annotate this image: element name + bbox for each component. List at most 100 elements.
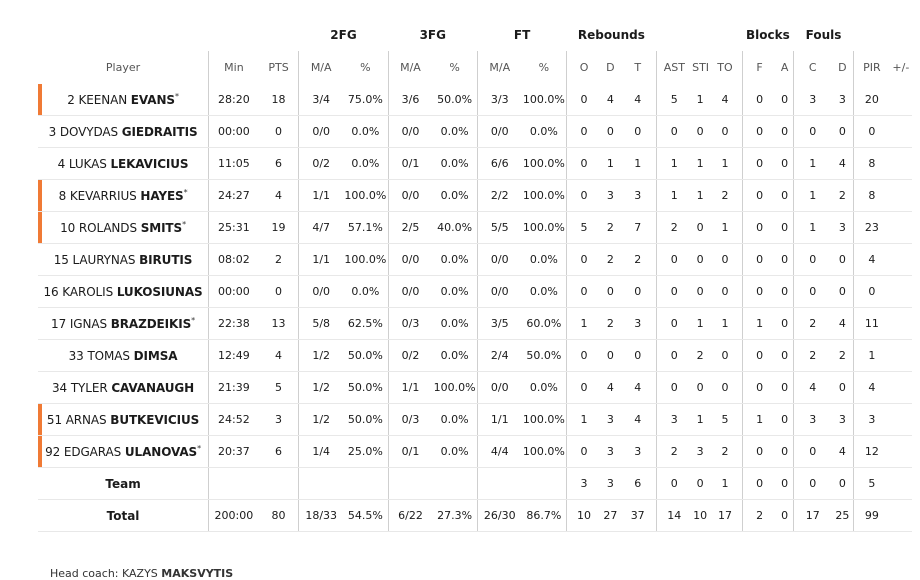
player-name-cell[interactable]: 51 ARNAS BUTKEVICIUS	[38, 403, 209, 436]
col-blk-f[interactable]: F	[741, 51, 777, 84]
stat-cell: 3/3	[476, 84, 522, 116]
player-last-name[interactable]: SMITS	[140, 221, 183, 235]
col-reb-d[interactable]: D	[606, 61, 615, 74]
box-score-table: 2FG 3FG FT Rebounds Blocks Fouls Player …	[38, 18, 912, 532]
col-ft-ma[interactable]: M/A	[476, 51, 522, 84]
stat-cell	[432, 467, 478, 500]
stat-cell: 0	[776, 371, 794, 404]
stat-cell: 100.0%	[343, 179, 389, 212]
col-2fg-pct[interactable]: %	[360, 61, 371, 74]
stat-cell: 24:52	[208, 403, 259, 436]
stat-cell: 0/3	[387, 403, 433, 436]
player-name-cell[interactable]: 10 ROLANDS SMITS*	[38, 211, 209, 244]
player-name-cell[interactable]: 15 LAURYNAS BIRUTIS	[38, 243, 209, 276]
col-plus-minus[interactable]: +/-	[892, 61, 910, 74]
stat-cell: 1	[708, 307, 743, 340]
stat-cell: 0	[741, 275, 777, 308]
col-ast[interactable]: AST	[655, 51, 693, 84]
stat-cell	[208, 467, 259, 500]
stat-cell: 2	[831, 179, 854, 212]
stat-cell: 3/4	[298, 84, 343, 116]
col-foul-c[interactable]: C	[792, 51, 832, 84]
col-blk-a[interactable]: A	[780, 61, 789, 74]
player-last-name[interactable]: LEKAVICIUS	[110, 157, 189, 171]
player-last-name[interactable]: LUKOSIUNAS	[116, 285, 203, 299]
player-name-cell[interactable]: 16 KAROLIS LUKOSIUNAS	[38, 275, 209, 308]
player-row: 15 LAURYNAS BIRUTIS 08:02 2 1/1 100.0% 0/0 0.0…	[38, 243, 912, 276]
player-name-cell[interactable]: 34 TYLER CAVANAUGH	[38, 371, 209, 404]
col-3fg-pct[interactable]: %	[449, 61, 460, 74]
stat-cell: 0	[831, 467, 854, 500]
stat-cell: 0	[741, 211, 777, 244]
stat-cell: 5	[566, 211, 601, 244]
stat-cell: 0	[655, 243, 693, 276]
col-reb-t[interactable]: T	[634, 61, 642, 74]
player-last-name[interactable]: GIEDRAITIS	[121, 125, 198, 139]
stat-cell: 3	[692, 435, 709, 468]
player-last-name[interactable]: EVANS	[130, 93, 175, 107]
stat-cell: 50.0%	[343, 371, 389, 404]
player-name-cell[interactable]: 4 LUKAS LEKAVICIUS	[38, 147, 209, 180]
stat-cell: 0	[708, 115, 743, 148]
col-player[interactable]: Player	[105, 61, 141, 74]
col-stl[interactable]: STL	[692, 61, 708, 74]
col-foul-d[interactable]: D	[838, 61, 847, 74]
stat-cell: 20:37	[208, 435, 259, 468]
player-last-name[interactable]: CAVANAUGH	[111, 381, 195, 395]
player-last-name[interactable]: BRAZDEIKIS	[110, 317, 192, 331]
col-min[interactable]: Min	[208, 51, 259, 84]
col-to[interactable]: TO	[717, 61, 733, 74]
col-3fg-ma[interactable]: M/A	[387, 51, 433, 84]
player-number: 92	[45, 445, 61, 459]
stat-cell: 1	[741, 403, 777, 436]
player-last-name[interactable]: HAYES	[140, 189, 184, 203]
stat-cell: 0	[600, 115, 620, 148]
player-number: 51	[46, 413, 62, 427]
stat-cell: 24:27	[208, 179, 259, 212]
stat-cell: 1/1	[476, 403, 522, 436]
stat-cell: 5	[853, 467, 890, 500]
stat-cell: 1	[708, 211, 743, 244]
stat-cell: 2/5	[387, 211, 433, 244]
player-first-name: ARNAS	[65, 413, 107, 427]
player-last-name[interactable]: ULANOVAS	[124, 445, 198, 459]
stat-cell: 3	[853, 403, 890, 436]
player-last-name[interactable]: DIMSA	[133, 349, 178, 363]
stat-cell: 1	[692, 307, 709, 340]
player-name-cell[interactable]: 92 EDGARAS ULANOVAS*	[38, 435, 209, 468]
stat-cell: 0	[566, 339, 601, 372]
stat-cell: 5/5	[476, 211, 522, 244]
stat-cell: 0	[692, 467, 709, 500]
stat-cell: 0	[619, 115, 656, 148]
stat-cell: 10	[692, 499, 709, 532]
player-name-cell[interactable]: 8 KEVARRIUS HAYES*	[38, 179, 209, 212]
stat-cell: 0/1	[387, 435, 433, 468]
player-row: 3 DOVYDAS GIEDRAITIS 00:00 0 0/0 0.0% 0/0 0.0%…	[38, 115, 912, 148]
player-name-cell[interactable]: 3 DOVYDAS GIEDRAITIS	[38, 115, 209, 148]
stat-cell: 11:05	[208, 147, 259, 180]
player-last-name[interactable]: BUTKEVICIUS	[110, 413, 200, 427]
stat-cell: 0.0%	[343, 115, 389, 148]
stat-cell: 3	[600, 435, 620, 468]
col-pts[interactable]: PTS	[268, 61, 289, 74]
player-first-name: TYLER	[70, 381, 108, 395]
group-fouls: Fouls	[805, 27, 842, 42]
group-2fg: 2FG	[330, 27, 357, 42]
stat-cell: 4	[853, 371, 890, 404]
stat-cell: 0	[258, 115, 299, 148]
player-last-name[interactable]: BIRUTIS	[139, 253, 193, 267]
col-ft-pct[interactable]: %	[538, 61, 550, 74]
col-pir[interactable]: PIR	[853, 51, 890, 84]
total-label: Total	[38, 499, 209, 532]
stat-cell	[889, 403, 912, 436]
col-2fg-ma[interactable]: M/A	[298, 51, 343, 84]
stat-cell: 1	[655, 147, 693, 180]
stat-cell: 2	[792, 307, 832, 340]
stat-cell: 0/0	[476, 275, 522, 308]
stat-cell: 18	[258, 84, 299, 116]
player-name-cell[interactable]: 2 KEENAN EVANS*	[38, 84, 209, 116]
player-name-cell[interactable]: 17 IGNAS BRAZDEIKIS*	[38, 307, 209, 340]
stat-cell: 12	[853, 435, 890, 468]
player-name-cell[interactable]: 33 TOMAS DIMSA	[38, 339, 209, 372]
col-reb-o[interactable]: O	[566, 51, 601, 84]
